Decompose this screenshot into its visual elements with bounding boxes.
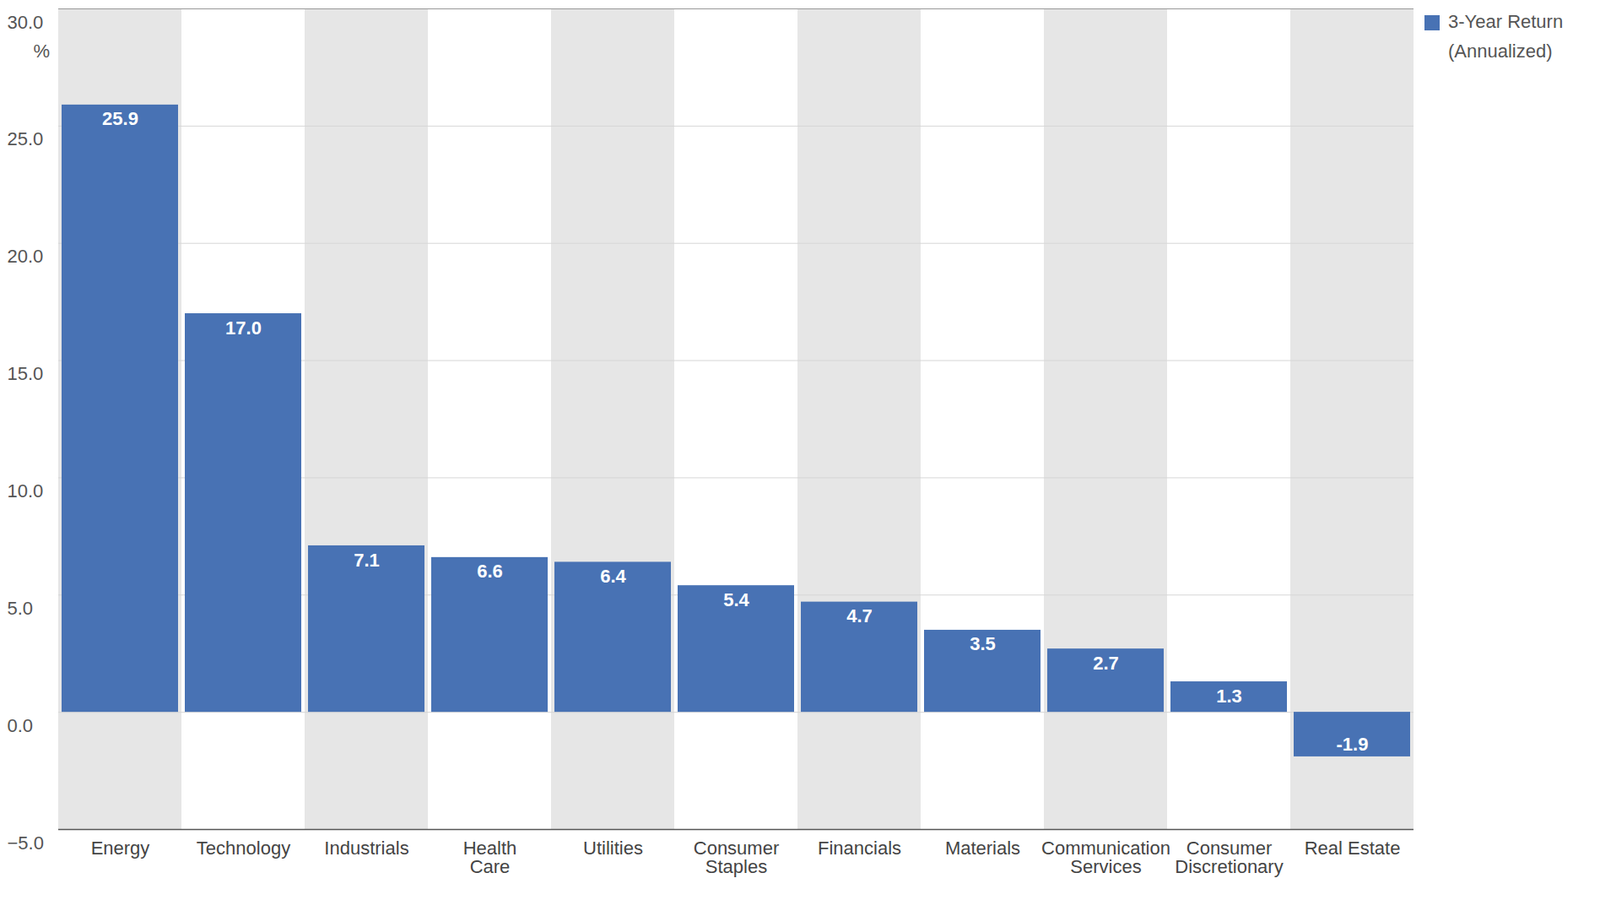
- svg-text:Energy: Energy: [91, 837, 151, 859]
- svg-text:5.4: 5.4: [723, 589, 750, 611]
- svg-text:Materials: Materials: [945, 837, 1021, 859]
- svg-text:-1.9: -1.9: [1336, 733, 1369, 755]
- svg-text:30.0: 30.0: [7, 11, 44, 33]
- svg-text:6.6: 6.6: [476, 560, 503, 582]
- svg-text:Financials: Financials: [817, 837, 902, 859]
- svg-text:ConsumerStaples: ConsumerStaples: [693, 837, 779, 877]
- svg-text:10.0: 10.0: [7, 480, 44, 502]
- svg-text:1.3: 1.3: [1216, 685, 1243, 707]
- svg-text:ConsumerDiscretionary: ConsumerDiscretionary: [1174, 837, 1283, 877]
- svg-text:Technology: Technology: [196, 837, 291, 859]
- svg-text:2.7: 2.7: [1092, 652, 1119, 674]
- svg-text:25.9: 25.9: [102, 108, 139, 130]
- svg-text:0.0: 0.0: [7, 714, 34, 736]
- svg-text:25.0: 25.0: [7, 128, 44, 150]
- svg-text:6.4: 6.4: [600, 565, 627, 587]
- svg-text:−5.0: −5.0: [7, 832, 44, 854]
- svg-text:3.5: 3.5: [969, 632, 996, 655]
- svg-text:Industrials: Industrials: [324, 837, 409, 859]
- svg-text:7.1: 7.1: [353, 549, 380, 571]
- html-text:3-Year Return (Annualized): 3-Year Return (Annualized): [1448, 10, 1564, 62]
- svg-text:4.7: 4.7: [846, 605, 873, 627]
- svg-text:Utilities: Utilities: [583, 837, 644, 859]
- svg-text:5.0: 5.0: [7, 597, 34, 619]
- svg-text:%: %: [33, 40, 51, 62]
- svg-text:Real Estate: Real Estate: [1304, 837, 1401, 859]
- svg-text:CommunicationServices: CommunicationServices: [1041, 837, 1171, 877]
- svg-text:HealthCare: HealthCare: [463, 837, 518, 877]
- svg-text:15.0: 15.0: [7, 362, 44, 384]
- svg-text:17.0: 17.0: [225, 317, 262, 339]
- svg-text:20.0: 20.0: [7, 245, 44, 267]
